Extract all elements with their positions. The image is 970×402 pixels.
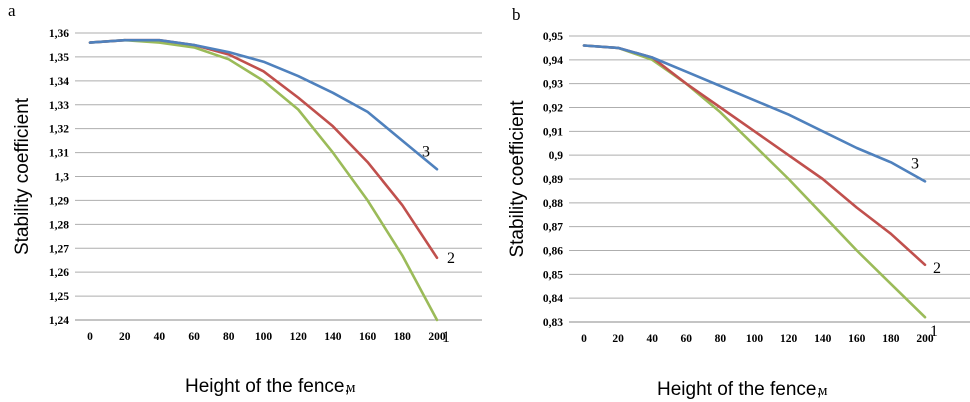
x-tick-label: 100: [255, 331, 273, 343]
x-tick-label: 160: [359, 331, 377, 343]
y-tick-label: 0,89: [543, 174, 563, 186]
y-tick-label: 1,34: [49, 76, 69, 88]
y-tick-label: 1,35: [49, 52, 69, 64]
y-axis-label: Stability coefficient: [507, 100, 528, 258]
y-tick-label: 0,87: [543, 222, 563, 234]
curve-label-1: 1: [930, 323, 938, 340]
y-tick-label: 1,32: [49, 124, 69, 136]
y-tick-label: 0,85: [543, 269, 563, 281]
x-tick-label: 140: [324, 331, 342, 343]
y-tick-label: 1,3: [55, 172, 70, 184]
series-line-2: [88, 38, 439, 260]
y-tick-label: 0,94: [543, 55, 563, 67]
x-tick-label: 160: [848, 333, 866, 345]
curve-label-1: 1: [442, 329, 450, 346]
y-axis-label: Stability coefficient: [12, 97, 33, 255]
x-tick-label: 120: [290, 331, 308, 343]
y-tick-label: 0,84: [543, 293, 563, 305]
y-tick-label: 1,36: [49, 28, 69, 40]
x-tick-label: 20: [119, 331, 131, 343]
panel-letter-a: a: [8, 1, 16, 20]
x-tick-label: 80: [715, 333, 727, 345]
x-axis-label: Height of the fence,: [657, 379, 822, 400]
x-axis-label: Height of the fence,: [185, 376, 350, 397]
series-line-1: [88, 38, 439, 322]
y-tick-label: 0,88: [543, 198, 563, 210]
series-line-3: [88, 38, 439, 171]
x-tick-label: 180: [394, 331, 412, 343]
x-axis-unit: м: [818, 383, 828, 399]
x-tick-label: 180: [882, 333, 900, 345]
y-tick-label: 0,83: [543, 317, 563, 329]
y-tick-label: 0,93: [543, 79, 563, 91]
y-tick-label: 0,95: [543, 31, 563, 43]
panel-letter-b: b: [512, 5, 521, 24]
y-tick-label: 1,24: [49, 315, 69, 327]
y-tick-label: 0,92: [543, 103, 563, 115]
x-tick-label: 40: [646, 333, 658, 345]
x-tick-label: 120: [780, 333, 798, 345]
series-line-3: [582, 44, 927, 183]
x-tick-label: 200: [428, 331, 446, 343]
y-tick-label: 1,28: [49, 219, 69, 231]
x-tick-label: 20: [612, 333, 624, 345]
y-tick-label: 0,91: [543, 126, 563, 138]
y-tick-label: 1,26: [49, 267, 69, 279]
y-tick-label: 1,31: [49, 148, 69, 160]
curve-label-2: 2: [447, 250, 455, 267]
x-tick-label: 40: [154, 331, 166, 343]
curve-label-3: 3: [422, 143, 430, 160]
series-line-1: [582, 44, 927, 319]
curve-label-3: 3: [911, 155, 919, 172]
y-tick-label: 1,25: [49, 291, 69, 303]
x-tick-label: 60: [188, 331, 200, 343]
y-tick-label: 1,33: [49, 100, 69, 112]
x-tick-label: 140: [814, 333, 832, 345]
x-tick-label: 80: [223, 331, 235, 343]
y-tick-label: 1,27: [49, 243, 69, 255]
curve-label-2: 2: [933, 260, 941, 277]
y-tick-label: 0,86: [543, 246, 563, 258]
y-tick-label: 0,9: [549, 150, 564, 162]
x-tick-label: 100: [746, 333, 764, 345]
x-tick-label: 200: [916, 333, 934, 345]
x-tick-label: 60: [681, 333, 693, 345]
x-axis-unit: м: [346, 380, 356, 396]
x-tick-label: 0: [87, 331, 93, 343]
x-tick-label: 0: [581, 333, 587, 345]
y-tick-label: 1,29: [49, 195, 69, 207]
